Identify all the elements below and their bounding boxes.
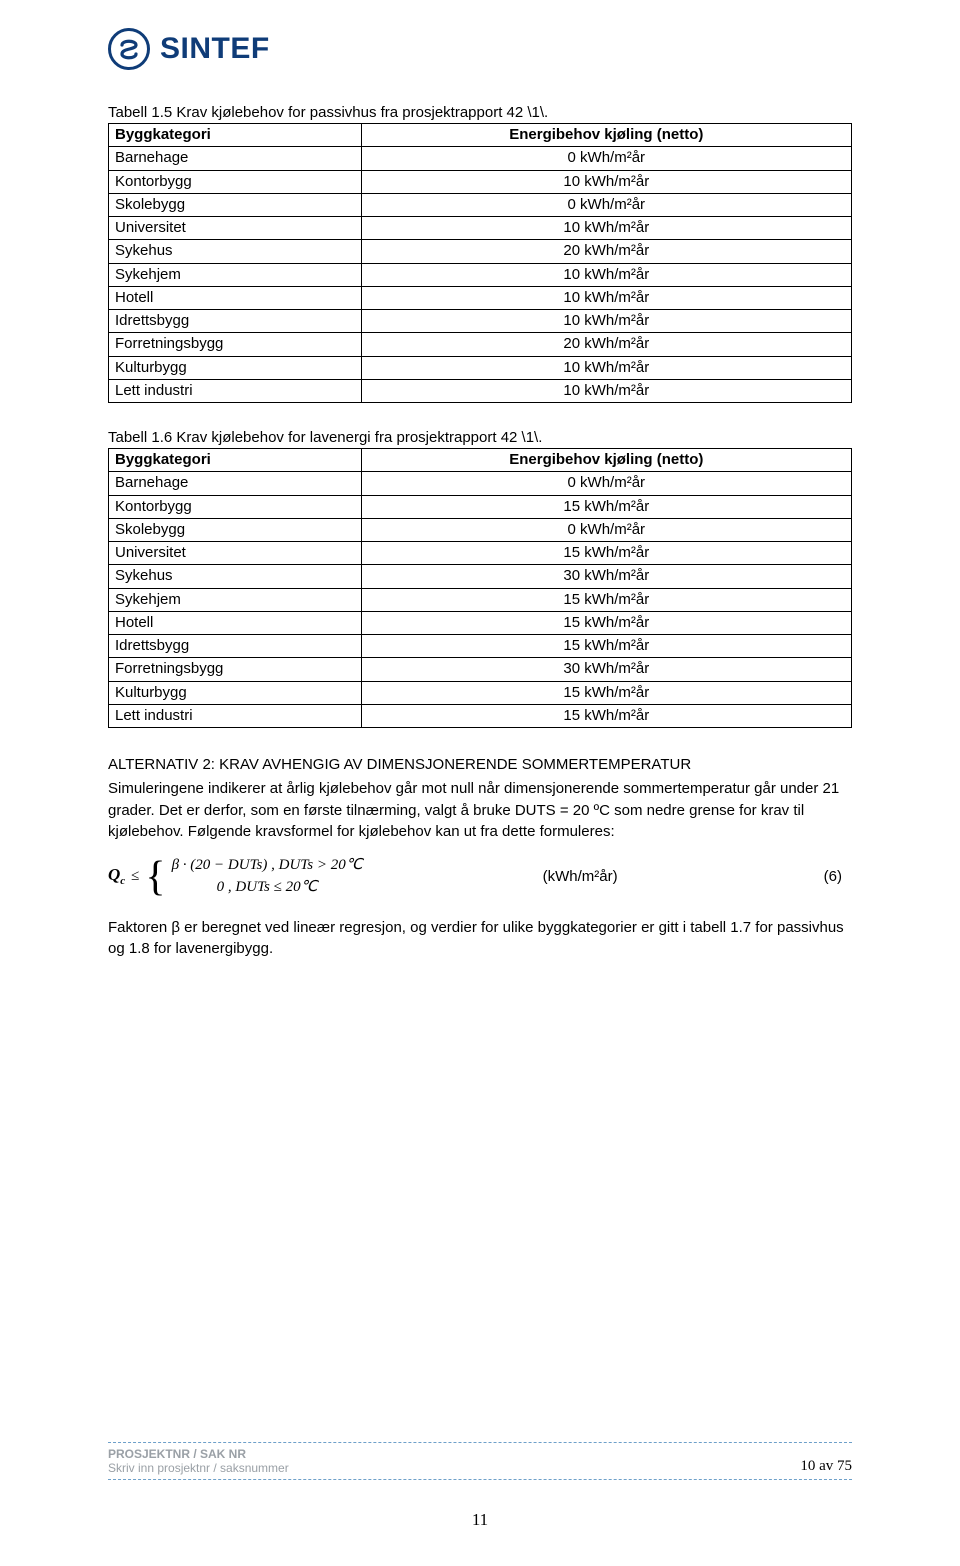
alt2-heading: ALTERNATIV 2: KRAV AVHENGIG AV DIMENSJON… [108, 754, 852, 776]
sintef-logo-mark [108, 28, 150, 70]
table-row: Sykehus30 kWh/m²år [109, 565, 852, 588]
table2-row-label: Kontorbygg [109, 495, 362, 518]
table2: Byggkategori Energibehov kjøling (netto)… [108, 448, 852, 728]
table-row: Sykehus20 kWh/m²år [109, 240, 852, 263]
table1-row-value: 0 kWh/m²år [361, 193, 851, 216]
formula-block: Qc ≤ { β · (20 − DUTs) , DUTs > 20℃ 0 , … [108, 855, 852, 899]
table2-row-value: 15 kWh/m²år [361, 495, 851, 518]
table-row: Lett industri15 kWh/m²år [109, 704, 852, 727]
table2-row-value: 30 kWh/m²år [361, 658, 851, 681]
formula-eqnum: (6) [824, 866, 852, 888]
table-row: Sykehjem10 kWh/m²år [109, 263, 852, 286]
table-row: Skolebygg0 kWh/m²år [109, 518, 852, 541]
table-row: Kulturbygg10 kWh/m²år [109, 356, 852, 379]
table1-row-value: 10 kWh/m²år [361, 263, 851, 286]
table1-row-label: Sykehus [109, 240, 362, 263]
table1-row-label: Kulturbygg [109, 356, 362, 379]
table1-header-left: Byggkategori [109, 124, 362, 147]
table1: Byggkategori Energibehov kjøling (netto)… [108, 123, 852, 403]
page-number: 11 [0, 1510, 960, 1530]
table1-caption: Tabell 1.5 Krav kjølebehov for passivhus… [108, 104, 852, 121]
table2-row-value: 0 kWh/m²år [361, 518, 851, 541]
table2-row-value: 30 kWh/m²år [361, 565, 851, 588]
formula-unit: (kWh/m²år) [543, 866, 618, 888]
table-row: Hotell10 kWh/m²år [109, 286, 852, 309]
table2-row-label: Lett industri [109, 704, 362, 727]
table1-row-label: Lett industri [109, 379, 362, 402]
table1-row-label: Skolebygg [109, 193, 362, 216]
table-row: Barnehage0 kWh/m²år [109, 147, 852, 170]
table2-row-value: 15 kWh/m²år [361, 704, 851, 727]
table2-row-label: Kulturbygg [109, 681, 362, 704]
table2-row-value: 0 kWh/m²år [361, 472, 851, 495]
table2-row-label: Skolebygg [109, 518, 362, 541]
table2-caption: Tabell 1.6 Krav kjølebehov for lavenergi… [108, 429, 852, 446]
table1-header-right: Energibehov kjøling (netto) [361, 124, 851, 147]
table1-row-label: Universitet [109, 217, 362, 240]
table1-row-label: Idrettsbygg [109, 310, 362, 333]
table1-row-value: 20 kWh/m²år [361, 333, 851, 356]
table1-row-value: 10 kWh/m²år [361, 356, 851, 379]
table2-row-value: 15 kWh/m²år [361, 611, 851, 634]
footer-right: 10 av 75 [800, 1458, 852, 1475]
footer-l2: Skriv inn prosjektnr / saksnummer [108, 1461, 289, 1475]
table-row: Universitet10 kWh/m²år [109, 217, 852, 240]
table2-header-right: Energibehov kjøling (netto) [361, 449, 851, 472]
table1-row-label: Barnehage [109, 147, 362, 170]
table2-row-value: 15 kWh/m²år [361, 681, 851, 704]
table-row: Barnehage0 kWh/m²år [109, 472, 852, 495]
table1-row-label: Hotell [109, 286, 362, 309]
table2-row-label: Sykehus [109, 565, 362, 588]
table1-row-value: 0 kWh/m²år [361, 147, 851, 170]
table-row: Universitet15 kWh/m²år [109, 542, 852, 565]
para2: Faktoren β er beregnet ved lineær regres… [108, 917, 852, 961]
sintef-logo: SINTEF [108, 28, 852, 70]
table1-row-value: 20 kWh/m²år [361, 240, 851, 263]
footer-l1: PROSJEKTNR / SAK NR [108, 1447, 289, 1461]
sintef-logo-text: SINTEF [160, 32, 270, 66]
table-row: Idrettsbygg15 kWh/m²år [109, 635, 852, 658]
table2-row-label: Sykehjem [109, 588, 362, 611]
table2-header-left: Byggkategori [109, 449, 362, 472]
table1-row-label: Forretningsbygg [109, 333, 362, 356]
table2-row-label: Hotell [109, 611, 362, 634]
table-row: Kontorbygg10 kWh/m²år [109, 170, 852, 193]
table-row: Forretningsbygg30 kWh/m²år [109, 658, 852, 681]
table2-row-label: Barnehage [109, 472, 362, 495]
table1-row-value: 10 kWh/m²år [361, 217, 851, 240]
table2-row-label: Universitet [109, 542, 362, 565]
table1-row-value: 10 kWh/m²år [361, 170, 851, 193]
table-row: Kontorbygg15 kWh/m²år [109, 495, 852, 518]
table1-row-value: 10 kWh/m²år [361, 379, 851, 402]
table-row: Idrettsbygg10 kWh/m²år [109, 310, 852, 333]
page-footer: PROSJEKTNR / SAK NR Skriv inn prosjektnr… [108, 1442, 852, 1480]
table2-row-value: 15 kWh/m²år [361, 542, 851, 565]
table-row: Forretningsbygg20 kWh/m²år [109, 333, 852, 356]
table-row: Skolebygg0 kWh/m²år [109, 193, 852, 216]
alt2-para1: Simuleringene indikerer at årlig kjølebe… [108, 778, 852, 843]
table-row: Hotell15 kWh/m²år [109, 611, 852, 634]
table1-row-label: Sykehjem [109, 263, 362, 286]
table-row: Sykehjem15 kWh/m²år [109, 588, 852, 611]
table-row: Lett industri10 kWh/m²år [109, 379, 852, 402]
table2-row-label: Idrettsbygg [109, 635, 362, 658]
table1-row-label: Kontorbygg [109, 170, 362, 193]
table1-row-value: 10 kWh/m²år [361, 310, 851, 333]
table-row: Kulturbygg15 kWh/m²år [109, 681, 852, 704]
table2-row-value: 15 kWh/m²år [361, 588, 851, 611]
table2-row-label: Forretningsbygg [109, 658, 362, 681]
table1-row-value: 10 kWh/m²år [361, 286, 851, 309]
table2-row-value: 15 kWh/m²år [361, 635, 851, 658]
